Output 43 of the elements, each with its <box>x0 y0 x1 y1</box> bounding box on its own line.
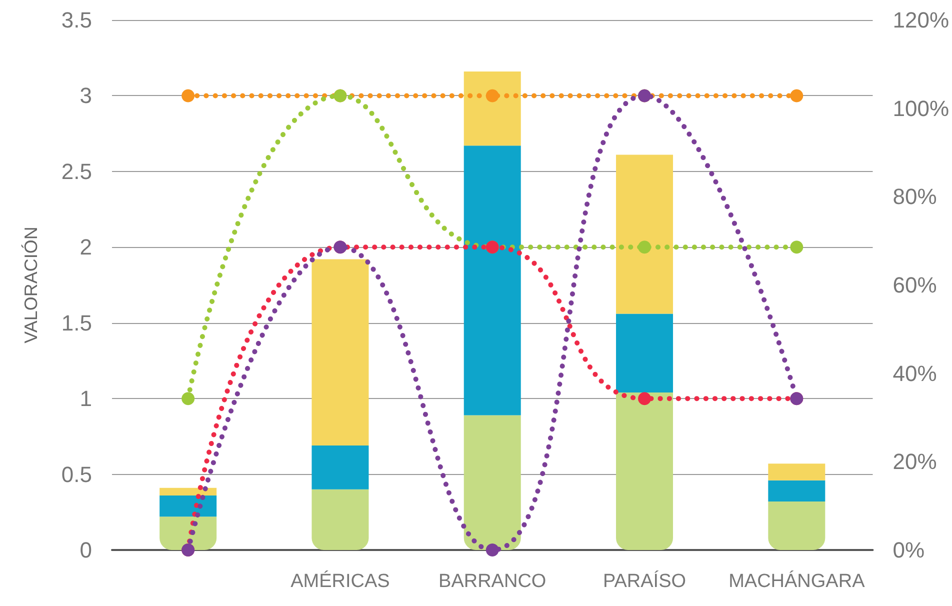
y-tick-label: 2.5 <box>61 158 92 184</box>
y2-tick-label: 60% <box>892 272 937 298</box>
bar <box>312 446 369 490</box>
point <box>182 392 195 406</box>
point <box>638 240 652 254</box>
y-tick-label: 0.5 <box>61 462 92 487</box>
bar <box>160 516 217 550</box>
y-tick-label: 3 <box>80 83 92 108</box>
y-tick-label: 1.5 <box>61 310 92 336</box>
y2-tick-label: 20% <box>892 449 937 474</box>
point <box>486 544 499 556</box>
bar <box>768 464 826 480</box>
bar <box>616 314 674 393</box>
point <box>486 89 499 102</box>
x-tick-label: MACHÁNGARA <box>728 570 866 592</box>
bar <box>160 488 217 496</box>
y2-tick-label: 0% <box>892 538 925 562</box>
bar <box>464 146 521 416</box>
y2-tick-label: 120% <box>892 8 950 32</box>
point <box>638 392 652 406</box>
y2-tick-label: 100% <box>892 96 950 121</box>
bar <box>464 71 521 146</box>
y-tick-label: 3.5 <box>61 8 92 32</box>
y-tick-label: 2 <box>80 234 92 260</box>
x-tick-label: BARRANCO <box>438 571 546 592</box>
bar <box>768 502 826 550</box>
bar <box>464 415 521 550</box>
y2-tick-label: 40% <box>892 360 937 386</box>
point <box>790 240 804 254</box>
bar <box>616 154 674 314</box>
point <box>182 89 195 102</box>
point <box>790 89 804 102</box>
y-tick-label: 1 <box>80 386 92 412</box>
bar <box>768 480 826 502</box>
x-tick-label: PARAÍSO <box>602 570 686 592</box>
y2-tick-label: 80% <box>892 184 937 210</box>
bar <box>312 259 369 446</box>
bar <box>312 489 369 550</box>
y-tick-label: 0 <box>80 538 92 562</box>
bar <box>616 392 674 550</box>
bar <box>160 495 217 517</box>
y-axis-title: VALORACIÓN <box>21 226 41 344</box>
x-tick-label: AMÉRICAS <box>290 570 390 592</box>
